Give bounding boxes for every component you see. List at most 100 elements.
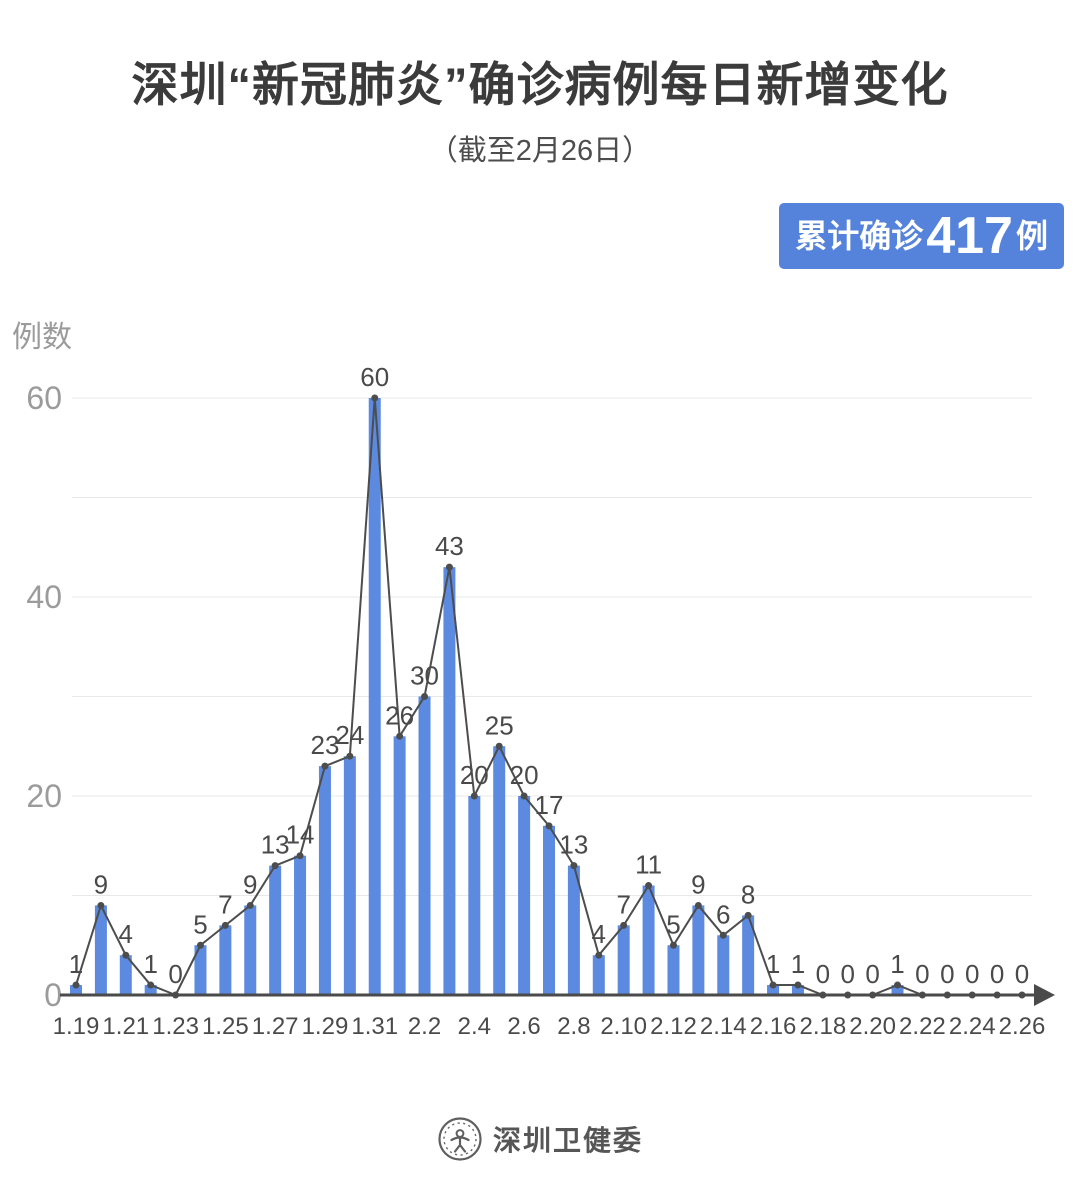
footer: 深圳卫健委 xyxy=(0,1116,1080,1162)
value-label: 1 xyxy=(143,949,157,979)
bar xyxy=(791,985,804,995)
point-marker xyxy=(147,981,155,989)
point-marker xyxy=(545,822,553,830)
bar xyxy=(418,696,431,995)
value-label: 1 xyxy=(791,949,805,979)
point-marker xyxy=(769,981,777,989)
value-label: 30 xyxy=(410,661,439,691)
value-label: 17 xyxy=(535,790,564,820)
value-label: 0 xyxy=(816,959,830,989)
bar xyxy=(692,905,705,995)
value-label: 26 xyxy=(385,700,414,730)
point-marker xyxy=(97,901,105,909)
bar xyxy=(194,945,207,995)
point-marker xyxy=(645,882,653,890)
y-tick-label: 40 xyxy=(26,579,62,615)
value-label: 11 xyxy=(635,850,662,880)
x-tick-label: 2.8 xyxy=(557,1013,590,1040)
x-tick-label: 1.27 xyxy=(252,1013,299,1040)
value-label: 8 xyxy=(741,879,755,909)
page-title: 深圳“新冠肺炎”确诊病例每日新增变化 xyxy=(131,58,949,111)
value-label: 60 xyxy=(360,362,389,392)
value-label: 9 xyxy=(691,869,705,899)
x-tick-label: 2.18 xyxy=(799,1013,846,1040)
value-label: 0 xyxy=(865,959,879,989)
x-tick-label: 1.29 xyxy=(302,1013,349,1040)
point-marker xyxy=(246,901,254,909)
point-marker xyxy=(196,941,204,949)
point-marker xyxy=(570,862,578,870)
point-marker xyxy=(744,911,752,919)
x-tick-label: 1.31 xyxy=(351,1013,398,1040)
point-marker xyxy=(620,921,628,929)
y-tick-label: 0 xyxy=(44,977,62,1013)
value-label: 43 xyxy=(435,531,464,561)
bar xyxy=(493,746,506,995)
x-tick-label: 2.6 xyxy=(507,1013,540,1040)
y-axis-title: 例数 xyxy=(12,321,72,354)
value-label: 0 xyxy=(965,959,979,989)
point-marker xyxy=(694,901,702,909)
point-marker xyxy=(271,862,279,870)
value-label: 4 xyxy=(592,919,606,949)
value-label: 0 xyxy=(168,959,182,989)
bar xyxy=(543,825,555,995)
bar xyxy=(269,865,282,995)
value-label: 13 xyxy=(261,830,290,860)
x-tick-label: 2.20 xyxy=(849,1013,896,1040)
x-tick-label: 2.4 xyxy=(458,1013,491,1040)
value-label: 1 xyxy=(890,949,904,979)
point-marker xyxy=(495,742,503,750)
point-marker xyxy=(371,394,379,402)
point-marker xyxy=(296,852,304,860)
x-tick-label: 2.26 xyxy=(999,1013,1046,1040)
value-label: 7 xyxy=(218,889,232,919)
value-label: 24 xyxy=(335,720,364,750)
point-marker xyxy=(794,981,802,989)
y-tick-label: 20 xyxy=(26,778,62,814)
point-marker xyxy=(520,792,528,800)
value-label: 23 xyxy=(310,730,339,760)
value-label: 25 xyxy=(485,710,514,740)
bar xyxy=(518,796,531,995)
value-label: 20 xyxy=(460,760,489,790)
value-label: 1 xyxy=(766,949,780,979)
bar xyxy=(567,865,580,995)
x-tick-label: 1.19 xyxy=(53,1013,100,1040)
y-tick-label: 60 xyxy=(26,380,62,416)
bar xyxy=(468,796,481,995)
bar xyxy=(70,985,82,995)
bar xyxy=(318,766,331,995)
x-tick-label: 2.16 xyxy=(750,1013,797,1040)
value-label: 6 xyxy=(716,899,730,929)
point-marker xyxy=(396,732,404,740)
bar xyxy=(717,935,730,995)
bar xyxy=(294,855,307,995)
x-tick-label: 2.24 xyxy=(949,1013,996,1040)
page-subtitle: （截至2月26日） xyxy=(428,135,652,167)
value-label: 0 xyxy=(940,959,954,989)
value-label: 13 xyxy=(559,830,588,860)
badge-prefix: 累计确诊 xyxy=(795,218,924,254)
value-label: 5 xyxy=(666,909,680,939)
x-tick-label: 2.12 xyxy=(650,1013,697,1040)
value-label: 14 xyxy=(286,820,315,850)
bar xyxy=(443,567,456,995)
x-tick-label: 2.22 xyxy=(899,1013,946,1040)
point-marker xyxy=(470,792,478,800)
point-marker xyxy=(321,762,329,770)
value-label: 7 xyxy=(616,889,630,919)
bar xyxy=(891,985,904,995)
health-commission-seal-icon xyxy=(438,1117,482,1161)
point-marker xyxy=(221,921,229,929)
value-label: 0 xyxy=(990,959,1004,989)
badge-suffix: 例 xyxy=(1015,218,1048,254)
cumulative-badge: 累计确诊 417 例 xyxy=(779,203,1064,269)
point-marker xyxy=(122,951,130,959)
bar xyxy=(592,955,605,995)
x-tick-label: 1.25 xyxy=(202,1013,249,1040)
point-marker xyxy=(669,941,677,949)
bar xyxy=(343,756,356,995)
value-label: 0 xyxy=(841,959,855,989)
